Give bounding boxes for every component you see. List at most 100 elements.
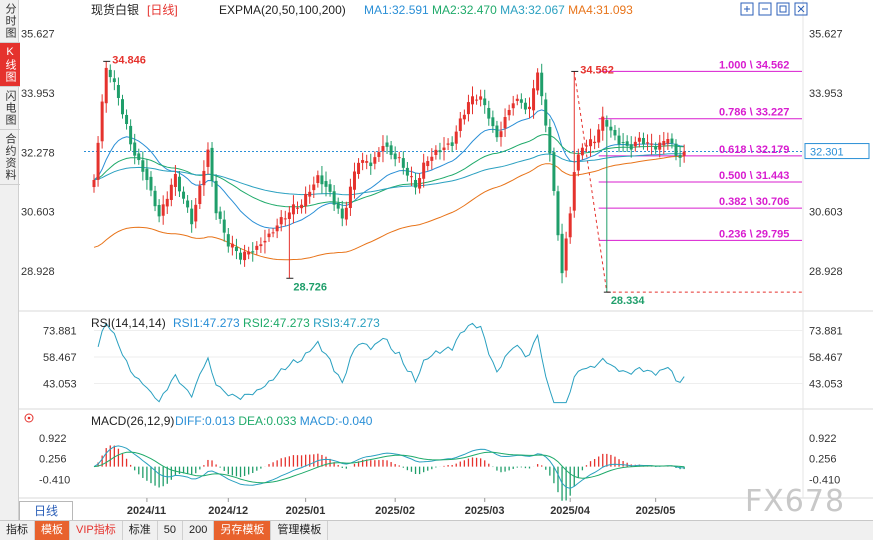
candle-body — [568, 213, 572, 238]
candle-body — [536, 72, 540, 91]
candle-body — [112, 78, 116, 83]
period-tab-daily[interactable]: 日线 — [19, 501, 73, 521]
candle-body — [230, 243, 234, 248]
rsi-legend-item-0: RSI1:47.273 — [173, 316, 240, 330]
candle-body — [251, 251, 255, 253]
candle-body — [544, 99, 548, 126]
candle-body — [320, 175, 324, 185]
candle-body — [584, 145, 588, 147]
candle-body — [365, 161, 369, 163]
candle-body — [552, 152, 556, 191]
candle-body — [670, 138, 674, 144]
candle-body — [637, 137, 641, 142]
candle-body — [540, 72, 544, 97]
rsi-tick-right-0: 73.881 — [809, 326, 843, 338]
expma-label[interactable]: EXPMA(20,50,100,200) — [219, 3, 346, 17]
candle-body — [210, 147, 214, 181]
candle-body — [145, 168, 149, 181]
candle-body — [633, 141, 637, 147]
sidebar-tab-0[interactable]: 分时图 — [0, 0, 20, 43]
candle-body — [283, 218, 287, 220]
candle-body — [556, 191, 560, 236]
candle-body — [226, 234, 230, 247]
chart-area[interactable]: 1.000 \ 34.562 0.786 \ 33.227 0.618 \ 32.1… — [19, 0, 873, 520]
fib-label-1: 0.786 \ 33.227 — [719, 107, 789, 119]
candle-body — [641, 137, 645, 145]
candle-body — [332, 191, 336, 205]
rsi-label[interactable]: RSI(14,14,14) — [91, 316, 166, 330]
rsi-legend-item-2: RSI3:47.273 — [310, 316, 380, 330]
plus-square-icon[interactable] — [740, 2, 754, 16]
sidebar-tab-1[interactable]: K线图 — [0, 43, 20, 87]
candle-body — [650, 143, 654, 145]
vip-indicator-button[interactable]: VIP指标 — [70, 521, 123, 540]
candle-body — [601, 116, 605, 131]
standard-button[interactable]: 标准 — [123, 521, 158, 540]
y-tick-right-3: 30.603 — [809, 207, 843, 219]
fib-connector — [573, 71, 608, 293]
candle-body — [340, 208, 344, 219]
macd-diff-line — [93, 445, 685, 489]
candle-body — [580, 147, 584, 156]
x-label-6: 2025/05 — [636, 505, 676, 517]
candle-body — [422, 162, 426, 179]
macd-tick-left-2: -0.410 — [39, 474, 70, 486]
y-tick-left-1: 33.953 — [21, 88, 55, 100]
x-label-4: 2025/03 — [465, 505, 505, 517]
preset-50-button[interactable]: 50 — [158, 521, 183, 540]
macd-tick-left-1: 0.256 — [39, 454, 67, 466]
rsi-tick-left-0: 73.881 — [43, 326, 77, 338]
axis-labels: 35.62735.62733.95333.95332.27832.27830.6… — [21, 29, 870, 517]
preset-200-button[interactable]: 200 — [183, 521, 215, 540]
x-label-5: 2025/04 — [550, 505, 591, 517]
minus-square-icon[interactable] — [758, 2, 772, 16]
candle-body — [300, 204, 304, 209]
candle-body — [548, 127, 552, 154]
save-template-button[interactable]: 另存模板 — [214, 521, 272, 540]
indicator-button[interactable]: 指标 — [0, 521, 35, 540]
macd-label[interactable]: MACD(26,12,9) — [91, 414, 174, 428]
candle-body — [434, 149, 438, 156]
candle-body — [426, 161, 430, 167]
candle-body — [129, 125, 133, 145]
candle-body — [328, 184, 332, 192]
candle-body — [120, 99, 124, 115]
candle-body — [271, 232, 275, 234]
candle-body — [137, 153, 141, 161]
rsi-line — [97, 322, 685, 404]
candle-body — [458, 118, 462, 131]
fib-label-2: 0.618 \ 32.179 — [719, 144, 789, 156]
x-label-1: 2024/12 — [208, 505, 248, 517]
manage-template-button[interactable]: 管理模板 — [271, 521, 329, 540]
chart-svg[interactable]: 1.000 \ 34.562 0.786 \ 33.227 0.618 \ 32.1… — [19, 0, 873, 520]
candle-body — [532, 88, 536, 111]
candle-body — [487, 107, 491, 119]
candle-body — [263, 240, 267, 243]
template-button[interactable]: 模板 — [35, 521, 70, 540]
rsi-legend-item-1: RSI2:47.273 — [240, 316, 310, 330]
low-annotation-1: 28.334 — [611, 295, 646, 307]
candle-body — [511, 103, 515, 109]
ma-line-3 — [93, 153, 685, 196]
candle-body — [621, 142, 625, 144]
rsi-legend: RSI1:47.273 RSI2:47.273 RSI3:47.273 — [173, 316, 380, 330]
rsi-tick-right-1: 58.467 — [809, 352, 843, 364]
fibonacci-lines: 1.000 \ 34.562 0.786 \ 33.227 0.618 \ 32.1… — [573, 59, 802, 293]
candle-body — [454, 131, 458, 144]
candle-body — [149, 176, 153, 191]
fib-label-4: 0.382 \ 30.706 — [719, 196, 789, 208]
moving-average-lines — [93, 109, 685, 261]
close-square-icon[interactable] — [794, 2, 808, 16]
ma-legend-item-0: MA1:32.591 — [364, 3, 429, 17]
grid-lines — [19, 0, 873, 499]
candle-body — [613, 129, 617, 136]
sidebar-tab-2[interactable]: 闪电图 — [0, 87, 20, 130]
candle-body — [344, 207, 348, 220]
period-label: [日线] — [147, 3, 178, 17]
candle-body — [357, 162, 361, 175]
sidebar-tab-3[interactable]: 合约资料 — [0, 130, 20, 185]
candle-body — [519, 99, 523, 103]
macd-settings-icon[interactable] — [24, 413, 34, 423]
candle-body — [165, 198, 169, 207]
restore-icon[interactable] — [776, 2, 790, 16]
